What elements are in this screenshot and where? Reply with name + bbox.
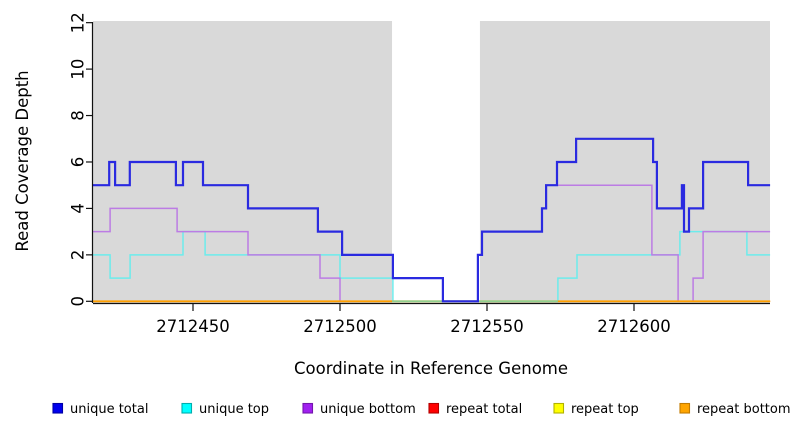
y-tick-label: 2 bbox=[68, 250, 87, 261]
axes-layer: 0 2 4 6 8 10 12 2712450 2712500 2712550 2712600 bbox=[68, 12, 770, 336]
legend-swatch-repeat-total bbox=[428, 402, 440, 414]
legend-label: unique top bbox=[199, 402, 269, 417]
legend-label: unique bottom bbox=[320, 402, 416, 417]
x-tick-label: 2712550 bbox=[450, 317, 524, 336]
legend-label: unique total bbox=[70, 402, 148, 417]
legend-swatch-unique-bottom bbox=[302, 402, 314, 414]
legend-label: repeat bottom bbox=[697, 402, 791, 417]
x-tick-label: 2712600 bbox=[597, 317, 671, 336]
legend-label: repeat top bbox=[571, 402, 639, 417]
legend-swatch-repeat-top bbox=[553, 402, 565, 414]
y-tick-label: 0 bbox=[69, 296, 88, 307]
series-layer bbox=[93, 137, 771, 303]
y-axis-title: Read Coverage Depth bbox=[13, 70, 32, 251]
x-tick-label: 2712450 bbox=[156, 317, 230, 336]
legend-swatch-unique-total bbox=[52, 402, 64, 414]
y-tick-label: 8 bbox=[69, 110, 88, 121]
x-axis-title: Coordinate in Reference Genome bbox=[294, 359, 568, 378]
no-data-region-layer bbox=[392, 21, 480, 303]
no-data-region bbox=[392, 21, 480, 303]
legend-swatch-repeat-bottom bbox=[679, 402, 691, 414]
legend: unique total unique top unique bottom repea… bbox=[52, 402, 791, 417]
legend-entry-repeat-total: repeat total bbox=[428, 402, 522, 417]
legend-entry-repeat-top: repeat top bbox=[553, 402, 639, 417]
y-tick-label: 4 bbox=[69, 203, 88, 214]
legend-entry-unique-bottom: unique bottom bbox=[302, 402, 416, 417]
legend-label: repeat total bbox=[446, 402, 522, 417]
series-unique-top bbox=[93, 230, 771, 303]
legend-entry-unique-top: unique top bbox=[181, 402, 269, 417]
legend-entry-unique-total: unique total bbox=[52, 402, 148, 417]
legend-swatch-unique-top bbox=[181, 402, 193, 414]
y-tick-label: 6 bbox=[68, 157, 87, 168]
legend-entry-repeat-bottom: repeat bottom bbox=[679, 402, 791, 417]
x-tick-label: 2712500 bbox=[303, 317, 377, 336]
y-tick-label: 12 bbox=[68, 12, 87, 33]
y-tick-label: 10 bbox=[69, 59, 88, 80]
series-unique-total bbox=[93, 137, 771, 303]
